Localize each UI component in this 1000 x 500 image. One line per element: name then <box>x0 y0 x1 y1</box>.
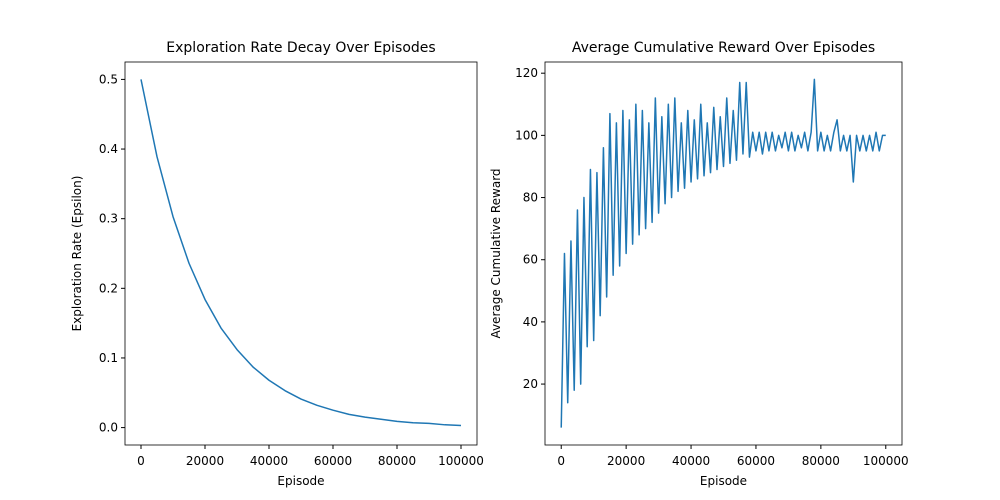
x-axis-label: Episode <box>700 474 747 488</box>
axes-frame <box>124 61 478 446</box>
x-tick-label: 60000 <box>314 454 352 468</box>
y-tick-label: 20 <box>523 377 538 391</box>
y-tick-label: 0.1 <box>99 351 118 365</box>
x-tick-label: 20000 <box>607 454 645 468</box>
y-tick-label: 0.4 <box>99 142 118 156</box>
chart-title: Average Cumulative Reward Over Episodes <box>572 40 875 56</box>
data-line <box>140 79 462 427</box>
x-tick-label: 40000 <box>672 454 710 468</box>
x-tick-label: 60000 <box>737 454 775 468</box>
axes-frame <box>544 61 903 446</box>
y-tick-label: 0.2 <box>99 281 118 295</box>
x-tick-label: 100000 <box>863 454 909 468</box>
x-tick-label: 40000 <box>250 454 288 468</box>
y-axis-label: Exploration Rate (Epsilon) <box>70 176 84 332</box>
y-tick-label: 120 <box>515 66 538 80</box>
y-tick-label: 40 <box>523 315 538 329</box>
y-tick-label: 0.3 <box>99 212 118 226</box>
data-line <box>560 78 886 428</box>
x-tick-label: 20000 <box>186 454 224 468</box>
subplot: Exploration Rate Decay Over Episodes Epis… <box>70 40 484 488</box>
x-tick-label: 100000 <box>438 454 484 468</box>
x-tick-label: 0 <box>137 454 145 468</box>
subplot: Average Cumulative Reward Over Episodes E… <box>489 40 909 488</box>
y-tick-label: 80 <box>523 191 538 205</box>
x-tick-label: 80000 <box>802 454 840 468</box>
y-tick-label: 100 <box>515 128 538 142</box>
x-tick-label: 0 <box>557 454 565 468</box>
x-tick-label: 80000 <box>378 454 416 468</box>
y-tick-label: 0.5 <box>99 72 118 86</box>
x-axis-label: Episode <box>277 474 324 488</box>
y-tick-label: 0.0 <box>99 421 118 435</box>
chart-title: Exploration Rate Decay Over Episodes <box>166 40 435 56</box>
y-tick-label: 60 <box>523 253 538 267</box>
y-axis-label: Average Cumulative Reward <box>489 168 503 338</box>
